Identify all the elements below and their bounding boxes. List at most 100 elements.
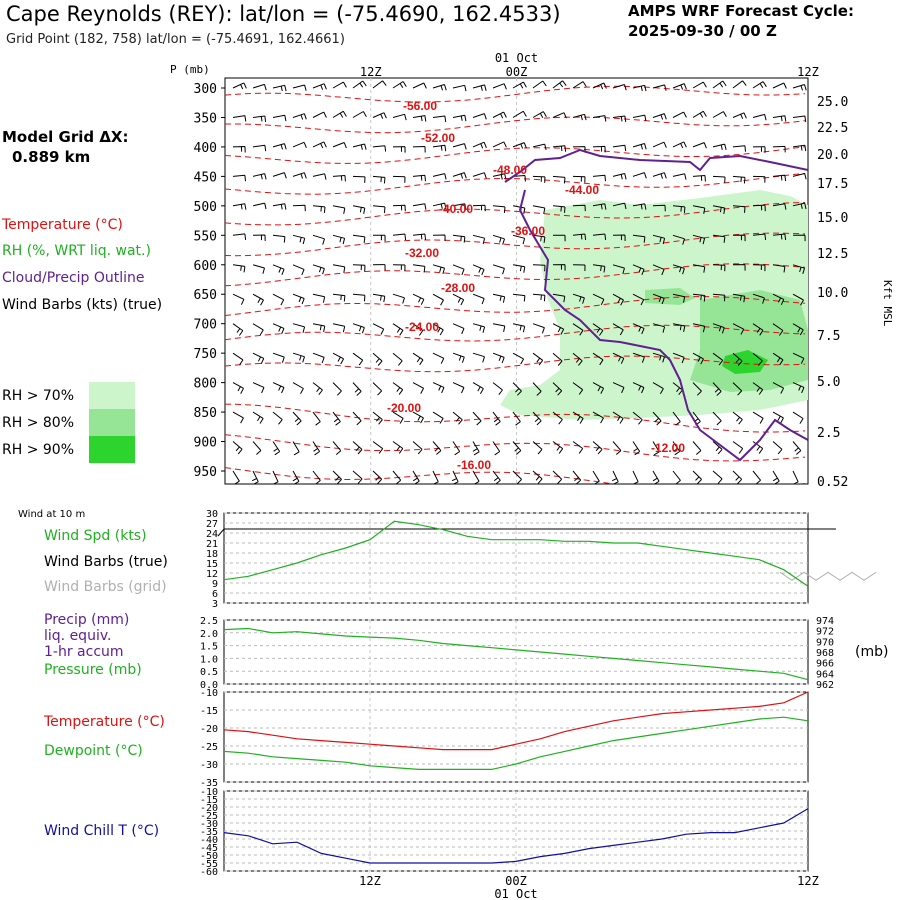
wind-barb	[612, 293, 624, 306]
wind-barb	[432, 323, 444, 336]
wind-barb	[392, 411, 404, 424]
wind-barb	[352, 352, 364, 366]
height-tick-label: 2.5	[817, 426, 840, 441]
temperature-tick-label: -10	[200, 688, 218, 699]
height-tick-label: 12.5	[817, 247, 848, 262]
temperature-label: Temperature (°C)	[44, 714, 165, 730]
wind-barb	[792, 84, 807, 91]
temperature-contour-label: -48.00	[493, 163, 527, 177]
temperature-contour-label: -20.00	[387, 401, 421, 415]
precip-tick-label: 2.5	[200, 616, 218, 627]
wind-barb	[332, 142, 347, 149]
wind-barb	[772, 145, 786, 153]
wind-barb	[232, 146, 246, 153]
temperature-tick-label: -15	[200, 706, 218, 717]
height-tick-label: 20.0	[817, 148, 848, 163]
pressure-tick-label: 500	[194, 200, 217, 215]
wind-barb	[732, 175, 746, 184]
wind-barb	[332, 441, 342, 455]
wind-barb	[332, 293, 346, 302]
wind-barb	[552, 323, 565, 335]
wind-barb	[432, 470, 439, 484]
temperature-contour-label: -32.00	[405, 246, 439, 260]
rh-90-swatch	[89, 436, 135, 463]
wind-barb	[472, 411, 482, 426]
pressure-tick-label: 600	[194, 259, 217, 274]
wind-barb	[412, 323, 424, 336]
wind-chill-tick-label: -15	[200, 795, 218, 806]
top-date-label: 01 Oct	[495, 51, 538, 65]
surface-wind-barbs-grid	[779, 571, 877, 581]
model-grid-label: Model Grid ΔX:	[2, 128, 129, 146]
temperature-panel: -10 -15 -20 -25 -30 -35	[200, 688, 809, 789]
wind-barb	[372, 145, 387, 152]
wind-barb	[432, 115, 447, 122]
wind-barb	[552, 80, 567, 89]
wind-barb	[492, 352, 505, 364]
wind-barb	[372, 264, 386, 271]
wind-barb	[532, 411, 542, 426]
wind-barb	[452, 411, 463, 425]
wind-barbs-grid-label: Wind Barbs (grid)	[44, 579, 167, 595]
top-time-label: 00Z	[506, 65, 528, 79]
wind-barb	[792, 323, 804, 336]
legend-cloud-outline: Cloud/Precip Outline	[2, 270, 145, 286]
wind-barb	[632, 114, 647, 122]
wind-barb	[572, 264, 586, 272]
rh-70-swatch	[89, 382, 135, 409]
wind-barb	[352, 175, 366, 183]
wind-barb	[672, 352, 685, 364]
temperature-contour-label: -16.00	[457, 458, 491, 472]
wind-barb	[252, 202, 267, 210]
height-tick-label: 10.0	[817, 286, 848, 301]
wind-barb	[372, 441, 384, 454]
pressure-tick-label: 962	[816, 680, 834, 691]
temperature-tick-label: -30	[200, 760, 218, 771]
wind-barb	[792, 264, 805, 275]
wind-barb	[252, 173, 267, 180]
wind-barb	[612, 382, 625, 394]
temperature-contour-label: -28.00	[441, 281, 475, 295]
wind-barb	[692, 352, 704, 365]
wind-barb	[292, 113, 307, 120]
wind-barb	[732, 293, 746, 303]
wind-barb	[632, 441, 641, 456]
wind-barb	[252, 234, 266, 242]
pressure-tick-label: 300	[194, 82, 217, 97]
wind-barb	[412, 352, 424, 366]
wind-barb	[232, 82, 247, 90]
wind-barb	[292, 172, 307, 179]
temperature-contour	[225, 201, 806, 226]
wind-barb	[672, 264, 685, 275]
temperature-contour-label: -24.00	[405, 320, 439, 334]
wind-barb	[692, 411, 701, 426]
wind-barb	[332, 81, 347, 89]
wind-barb	[792, 352, 805, 364]
wind-barb	[532, 111, 547, 118]
wind-barb	[752, 441, 764, 454]
wind-barb	[572, 293, 585, 304]
wind-barb	[532, 293, 546, 302]
wind-barb	[472, 382, 484, 395]
model-grid-value: 0.889 km	[12, 148, 91, 166]
wind-barb	[612, 173, 627, 180]
wind-barb	[752, 352, 763, 366]
wind-barb	[492, 111, 507, 119]
wind-barb	[572, 81, 587, 89]
wind-barb	[772, 115, 787, 122]
wind-barb	[612, 202, 627, 210]
rh-90-region	[722, 350, 768, 374]
wind-barb	[712, 234, 726, 243]
wind-barb	[632, 84, 647, 92]
wind-barb	[712, 382, 722, 396]
wind-barb	[412, 82, 427, 89]
height-tick-label: 0.52	[817, 475, 848, 490]
wind-barb	[692, 81, 707, 89]
wind-barb	[792, 470, 799, 484]
wind-barb	[652, 411, 662, 426]
wind-barb	[372, 352, 383, 366]
wind-barb	[752, 264, 766, 272]
wind-barb	[612, 144, 627, 152]
wind-barb	[232, 441, 243, 455]
wind-barb	[592, 115, 607, 122]
